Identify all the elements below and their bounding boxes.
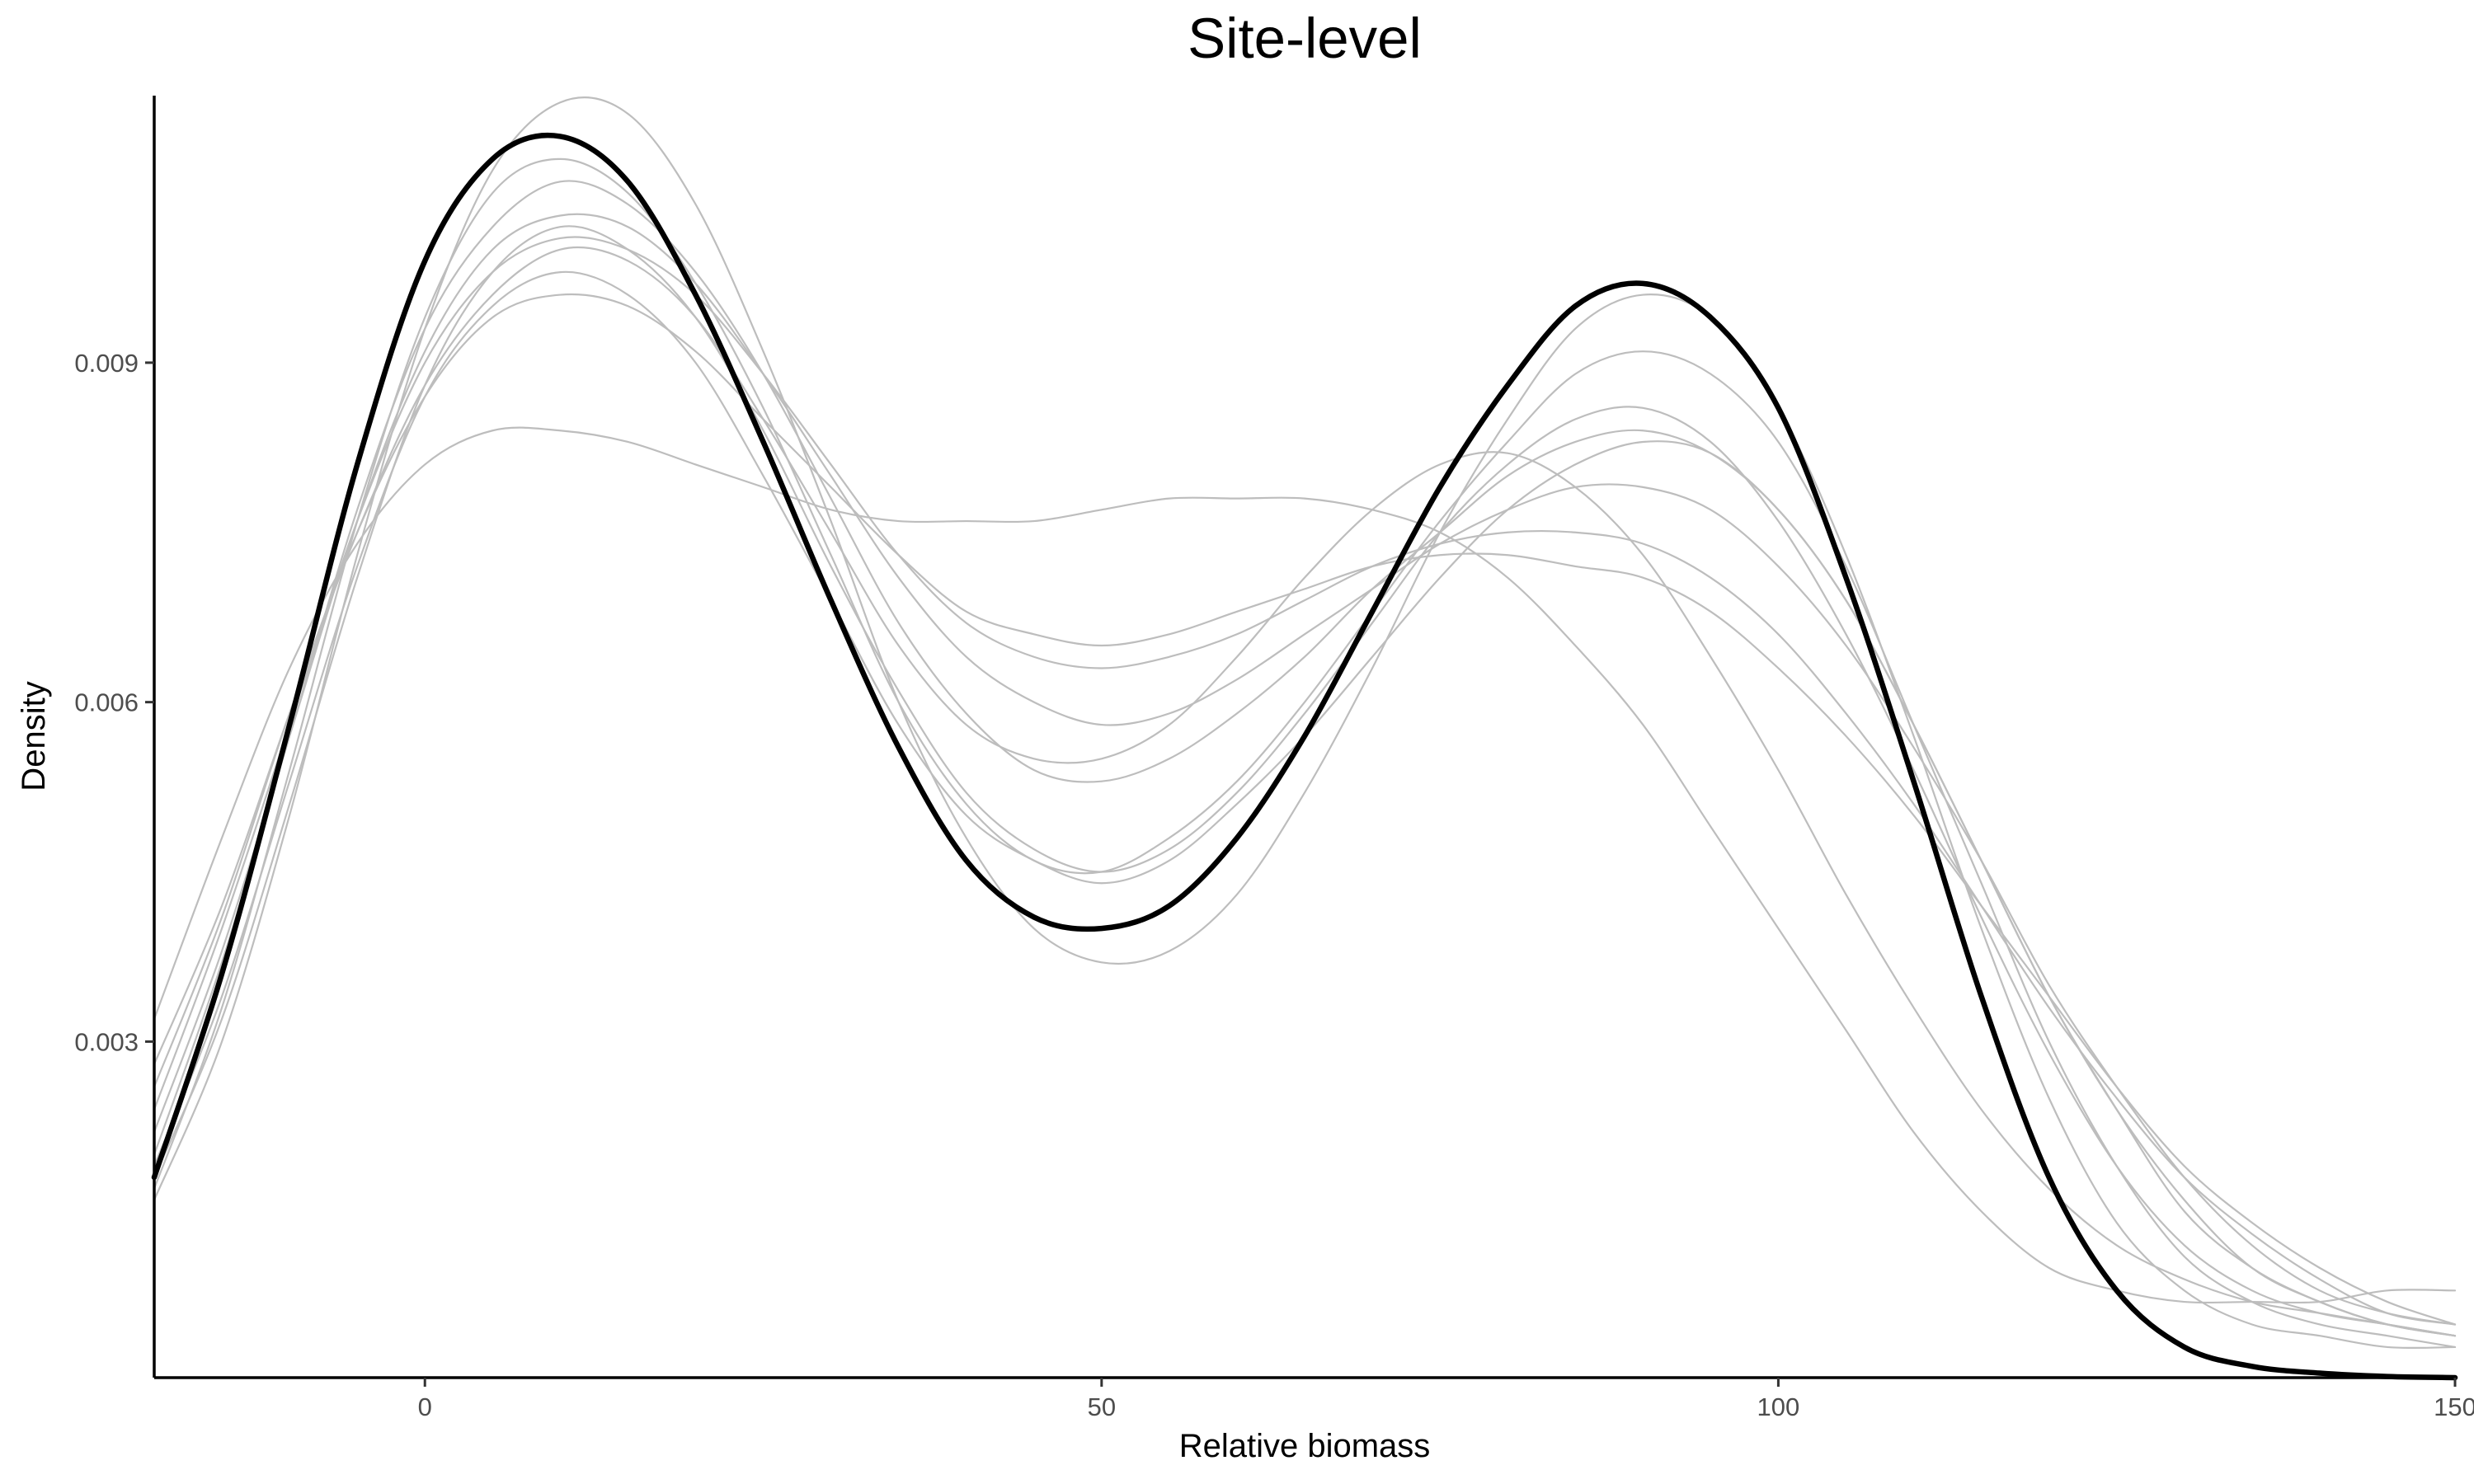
replicate-density-line-4 <box>153 213 2457 1326</box>
x-tick-label: 150 <box>2434 1392 2474 1421</box>
chart-title: Site-level <box>1188 7 1422 70</box>
x-tick-label: 100 <box>1757 1392 1800 1421</box>
replicate-density-line-9 <box>153 246 2457 1337</box>
y-axis-ticks: 0.003 0.006 0.009 <box>74 349 154 1056</box>
x-tick-label: 0 <box>418 1392 432 1421</box>
replicate-density-line-8 <box>153 426 2457 1304</box>
replicate-density-line-1 <box>153 96 2457 1350</box>
x-axis-ticks: 0 50 100 150 <box>418 1378 2474 1421</box>
series-layer <box>151 96 2458 1381</box>
x-axis-label: Relative biomass <box>1179 1428 1431 1464</box>
overall-density-line <box>151 132 2458 1381</box>
replicate-density-line-10 <box>153 270 2457 1337</box>
replicate-density-line-3 <box>153 180 2457 1337</box>
replicate-density-line-6 <box>153 225 2457 1337</box>
x-tick-label: 50 <box>1088 1392 1116 1421</box>
y-tick-label: 0.003 <box>74 1027 139 1056</box>
replicate-density-line-7 <box>153 293 2457 1326</box>
y-tick-label: 0.009 <box>74 349 139 378</box>
y-tick-label: 0.006 <box>74 688 139 717</box>
replicate-density-line-2 <box>153 157 2457 1349</box>
replicate-density-line-5 <box>153 236 2457 1326</box>
y-axis-label: Density <box>16 681 52 791</box>
